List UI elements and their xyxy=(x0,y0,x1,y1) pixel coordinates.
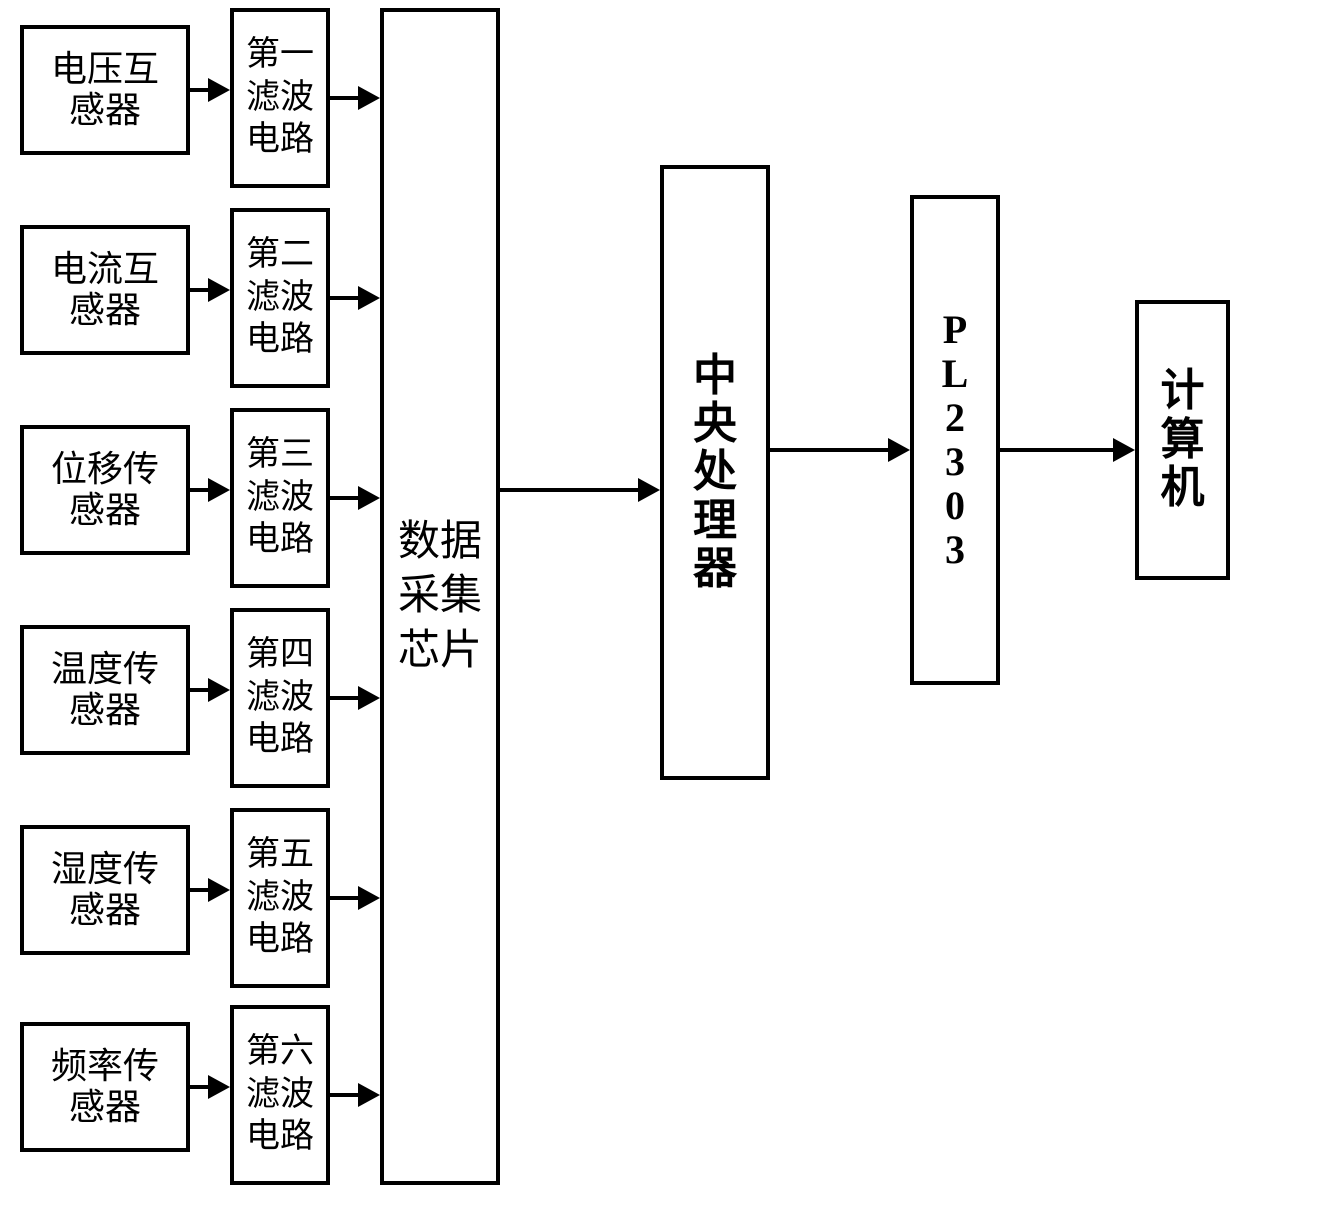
arrow-head xyxy=(208,278,230,302)
sensor-block-2: 位移传感器 xyxy=(20,425,190,555)
sensor-block-3: 温度传感器 xyxy=(20,625,190,755)
arrow-head xyxy=(638,478,660,502)
sensor-block-4: 湿度传感器 xyxy=(20,825,190,955)
arrow-head xyxy=(358,1083,380,1107)
sensor-block-5: 频率传感器 xyxy=(20,1022,190,1152)
arrow-head xyxy=(1113,438,1135,462)
filter-block-3: 第四滤波电路 xyxy=(230,608,330,788)
arrow-head xyxy=(208,1075,230,1099)
sensor-block-1: 电流互感器 xyxy=(20,225,190,355)
pc-block: 计算机 xyxy=(1135,300,1230,580)
arrow-head xyxy=(358,86,380,110)
pl2303-block: PL2303 xyxy=(910,195,1000,685)
filter-block-4: 第五滤波电路 xyxy=(230,808,330,988)
cpu-block: 中央处理器 xyxy=(660,165,770,780)
arrow-head xyxy=(358,686,380,710)
arrow-line xyxy=(770,448,892,452)
arrow-head xyxy=(208,678,230,702)
arrow-head xyxy=(888,438,910,462)
arrow-line xyxy=(500,488,642,492)
arrow-line xyxy=(1000,448,1117,452)
daq-block: 数据采集芯片 xyxy=(380,8,500,1185)
arrow-head xyxy=(208,878,230,902)
filter-block-5: 第六滤波电路 xyxy=(230,1005,330,1185)
filter-block-0: 第一滤波电路 xyxy=(230,8,330,188)
arrow-head xyxy=(358,486,380,510)
arrow-head xyxy=(208,478,230,502)
sensor-block-0: 电压互感器 xyxy=(20,25,190,155)
arrow-head xyxy=(208,78,230,102)
filter-block-1: 第二滤波电路 xyxy=(230,208,330,388)
filter-block-2: 第三滤波电路 xyxy=(230,408,330,588)
arrow-head xyxy=(358,286,380,310)
arrow-head xyxy=(358,886,380,910)
